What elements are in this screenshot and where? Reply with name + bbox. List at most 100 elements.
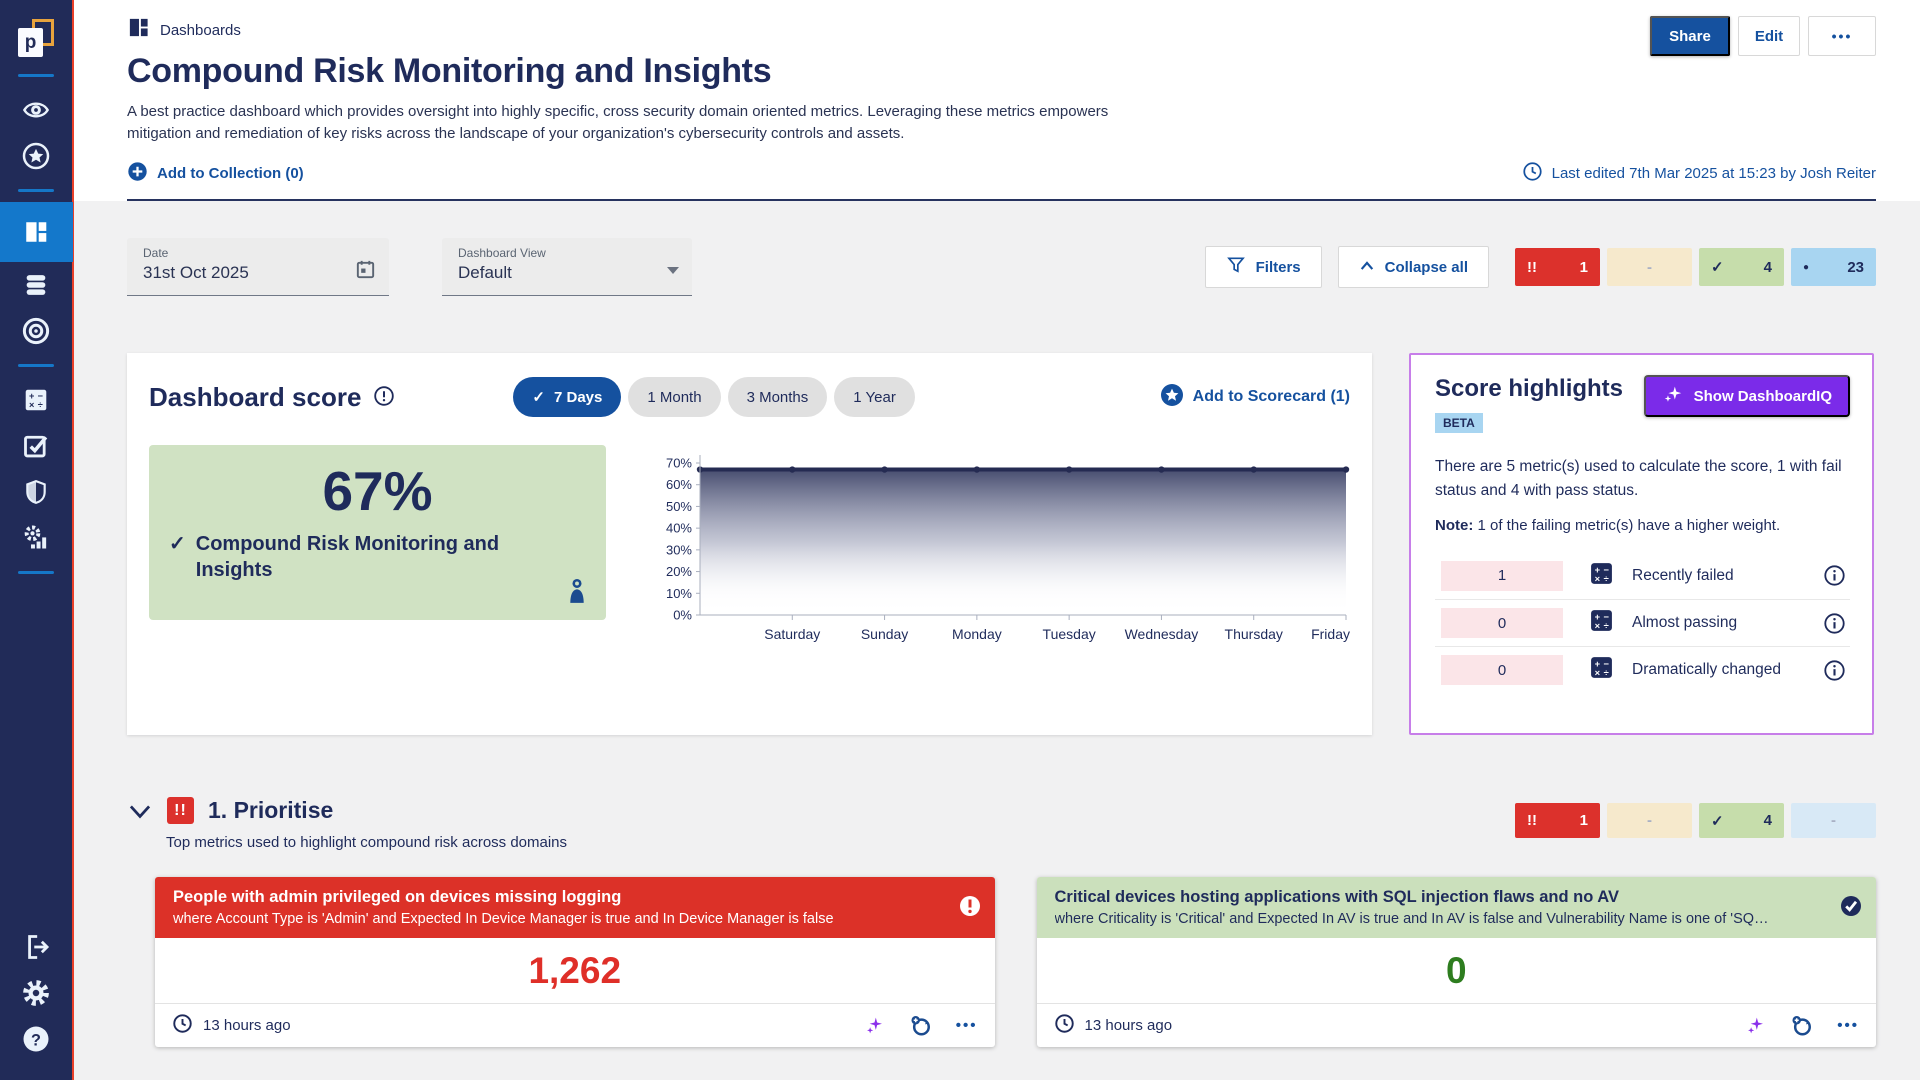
more-options-button[interactable]: •••	[1808, 16, 1876, 56]
metric-card-pass: Critical devices hosting applications wi…	[1037, 877, 1877, 1047]
sidebar-item-benchmarking[interactable]	[0, 515, 73, 561]
score-chart: 0%10%20%30%40%50%60%70%SaturdaySundayMon…	[650, 447, 1350, 657]
dashboard-view-select[interactable]: Dashboard View Default	[442, 238, 692, 296]
svg-text:10%: 10%	[666, 586, 692, 601]
pill-1-month[interactable]: 1 Month	[628, 377, 720, 417]
section-chip-warn[interactable]: -	[1607, 803, 1692, 838]
note-text: 1 of the failing metric(s) have a higher…	[1473, 517, 1780, 534]
panaseer-logo[interactable]: p	[0, 12, 73, 64]
collapse-section-chevron-icon[interactable]	[127, 801, 153, 821]
collapse-all-label: Collapse all	[1385, 259, 1468, 276]
svg-text:70%: 70%	[666, 456, 692, 471]
info-icon[interactable]	[373, 383, 395, 414]
svg-text:÷: ÷	[1604, 573, 1609, 583]
svg-text:÷: ÷	[38, 400, 43, 410]
check-circle-icon	[1839, 894, 1863, 923]
sidebar-divider	[18, 74, 54, 77]
clock-icon	[1054, 1013, 1075, 1038]
svg-text:Sunday: Sunday	[861, 626, 908, 642]
svg-text:30%: 30%	[666, 542, 692, 557]
sidebar-item-help[interactable]: ?	[0, 1016, 73, 1062]
sidebar-divider	[18, 364, 54, 367]
svg-text:×: ×	[1595, 573, 1601, 583]
sparkles-icon[interactable]	[864, 1015, 885, 1036]
logout-icon	[22, 933, 50, 961]
svg-text:÷: ÷	[1604, 668, 1609, 678]
status-chip-warn[interactable]: -	[1607, 248, 1692, 286]
sidebar-item-logout[interactable]	[0, 924, 73, 970]
metric-condition: where Account Type is 'Admin' and Expect…	[173, 911, 947, 927]
metric-title: People with admin privileged on devices …	[173, 888, 947, 907]
breadcrumb: Dashboards	[127, 16, 1876, 44]
more-options-icon[interactable]: •••	[1837, 1017, 1859, 1034]
edit-button[interactable]: Edit	[1738, 16, 1800, 56]
add-to-collection-button[interactable]: Add to Collection (0)	[127, 161, 304, 186]
pill-1-year[interactable]: 1 Year	[834, 377, 915, 417]
filters-button[interactable]: Filters	[1205, 246, 1322, 288]
page-header: Dashboards Compound Risk Monitoring and …	[74, 0, 1920, 201]
calendar-icon[interactable]	[354, 258, 377, 286]
funnel-icon	[1226, 255, 1246, 279]
sidebar-item-favourites[interactable]	[0, 133, 73, 179]
metric-value: 1,262	[155, 938, 995, 1003]
date-field-label: Date	[143, 246, 375, 260]
warn-count: -	[1647, 259, 1652, 276]
section-chip-pass[interactable]: ✓ 4	[1699, 803, 1784, 838]
sidebar-item-settings[interactable]	[0, 970, 73, 1016]
dashboard-score-title: Dashboard score	[149, 382, 361, 413]
share-button[interactable]: Share	[1650, 16, 1730, 56]
add-to-scorecard-button[interactable]: Add to Scorecard (1)	[1160, 383, 1350, 412]
collapse-all-button[interactable]: Collapse all	[1338, 246, 1489, 288]
sparkles-icon[interactable]	[1745, 1015, 1766, 1036]
refresh-plus-icon[interactable]	[909, 1014, 932, 1037]
dashboard-icon	[23, 219, 49, 245]
filters-label: Filters	[1256, 259, 1301, 276]
info-icon[interactable]	[1823, 659, 1846, 682]
status-chip-fail[interactable]: !! 1	[1515, 248, 1600, 286]
filter-bar: Date 31st Oct 2025 Dashboard View Defaul…	[127, 238, 1876, 296]
gear-icon	[21, 978, 51, 1008]
dashboard-view-label: Dashboard View	[458, 246, 678, 260]
double-exclamation-icon: !!	[1527, 259, 1537, 276]
pill-7-days[interactable]: ✓ 7 Days	[513, 377, 621, 417]
dashboard-score-card: Dashboard score ✓ 7 Days 1 Month 3 Month…	[127, 353, 1372, 735]
weight-icon[interactable]	[564, 577, 590, 610]
sidebar-item-scope[interactable]	[0, 308, 73, 354]
metric-card-fail: People with admin privileged on devices …	[155, 877, 995, 1047]
fail-badge: !!	[167, 797, 194, 824]
score-value: 67%	[169, 459, 586, 523]
prioritise-status-chips: !! 1 - ✓ 4 -	[1515, 803, 1876, 838]
sparkles-icon	[1662, 383, 1684, 409]
sidebar-item-dashboards[interactable]	[0, 202, 73, 262]
show-dashboardiq-button[interactable]: Show DashboardIQ	[1644, 375, 1850, 417]
sidebar-item-controls[interactable]	[0, 423, 73, 469]
dot-icon: ●	[1803, 262, 1809, 273]
sidebar-item-security[interactable]	[0, 469, 73, 515]
score-highlights-title: Score highlights	[1435, 375, 1623, 403]
status-chip-pass[interactable]: ✓ 4	[1699, 248, 1784, 286]
pill-3-months[interactable]: 3 Months	[728, 377, 828, 417]
check-icon: ✓	[532, 388, 545, 406]
status-chip-info[interactable]: ● 23	[1791, 248, 1876, 286]
section-chip-info[interactable]: -	[1791, 803, 1876, 838]
refresh-plus-icon[interactable]	[1790, 1014, 1813, 1037]
more-options-icon[interactable]: •••	[956, 1017, 978, 1034]
info-icon[interactable]	[1823, 612, 1846, 635]
section-chip-fail[interactable]: !! 1	[1515, 803, 1600, 838]
sidebar-item-data[interactable]	[0, 262, 73, 308]
metric-card-header[interactable]: Critical devices hosting applications wi…	[1037, 877, 1877, 938]
breadcrumb-label[interactable]: Dashboards	[160, 22, 241, 39]
info-icon[interactable]	[1823, 564, 1846, 587]
metric-card-header[interactable]: People with admin privileged on devices …	[155, 877, 995, 938]
date-field-value: 31st Oct 2025	[143, 263, 375, 283]
date-field[interactable]: Date 31st Oct 2025	[127, 238, 389, 296]
sidebar-item-metrics[interactable]: +−×÷	[0, 377, 73, 423]
sidebar-item-overview[interactable]	[0, 87, 73, 133]
eye-icon	[22, 96, 50, 124]
fail-count: 1	[1580, 259, 1588, 276]
last-edited-label: Last edited 7th Mar 2025 at 15:23 by Jos…	[1552, 165, 1876, 182]
metric-condition: where Criticality is 'Critical' and Expe…	[1055, 911, 1829, 927]
shield-icon	[23, 479, 49, 505]
svg-text:40%: 40%	[666, 521, 692, 536]
chevron-down-icon	[666, 262, 680, 280]
